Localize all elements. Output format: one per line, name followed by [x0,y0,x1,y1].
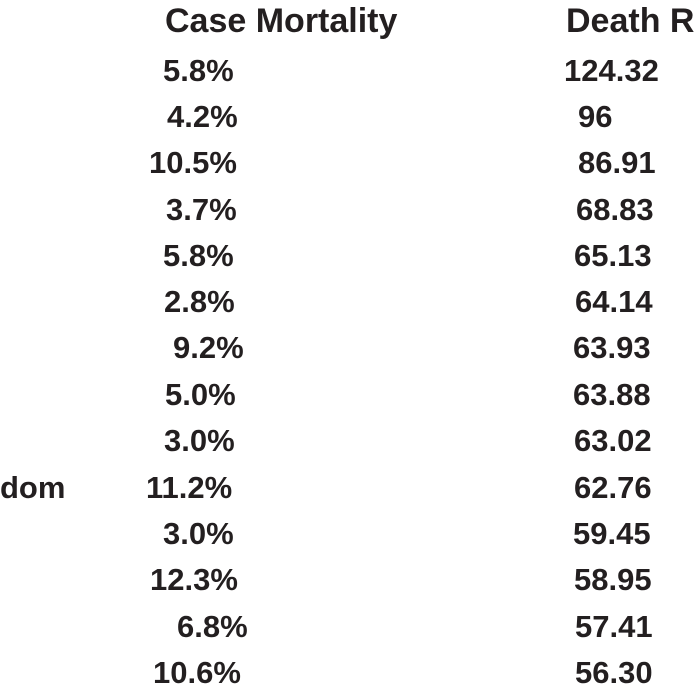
death-rate-cell: 86.91 [578,145,656,180]
case-mortality-cell: 3.0% [163,516,234,551]
death-rate-cell: 63.88 [573,377,651,412]
case-mortality-cell: 4.2% [167,99,238,134]
death-rate-cell: 62.76 [574,470,652,505]
case-mortality-cell: 12.3% [150,562,238,597]
case-mortality-cell: 10.6% [153,655,241,690]
case-mortality-cell: 5.8% [163,238,234,273]
country-cell: dom [0,470,66,505]
death-rate-cell: 65.13 [574,238,652,273]
death-rate-cell: 64.14 [575,284,653,319]
death-rate-cell: 58.95 [574,562,652,597]
death-rate-cell: 96 [578,99,613,134]
case-mortality-cell: 11.2% [146,470,233,505]
case-mortality-cell: 9.2% [173,330,244,365]
death-rate-cell: 56.30 [575,655,653,690]
death-rate-cell: 59.45 [573,516,651,551]
case-mortality-cell: 2.8% [164,284,235,319]
case-mortality-cell: 10.5% [149,145,237,180]
case-mortality-cell: 3.7% [166,192,237,227]
header-case-mortality: Case Mortality [165,2,398,40]
death-rate-cell: 57.41 [575,609,653,644]
case-mortality-cell: 5.0% [165,377,236,412]
case-mortality-cell: 3.0% [164,423,235,458]
death-rate-cell: 63.93 [573,330,651,365]
death-rate-cell: 63.02 [574,423,652,458]
case-mortality-cell: 6.8% [177,609,248,644]
header-death-rate: Death R [566,2,695,40]
death-rate-cell: 68.83 [576,192,654,227]
case-mortality-cell: 5.8% [163,53,234,88]
death-rate-cell: 124.32 [564,53,659,88]
